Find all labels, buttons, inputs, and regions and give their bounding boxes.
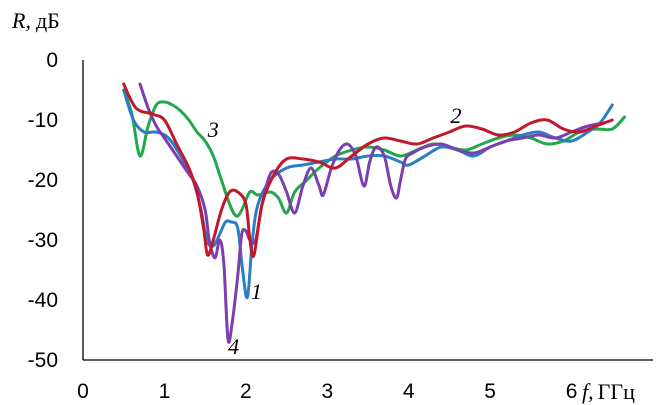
curve-label-1: 1	[251, 279, 262, 304]
x-axis-variable: f,	[582, 379, 594, 404]
y-tick-label: -50	[28, 349, 58, 372]
x-axis-title: f, ГГц	[582, 379, 635, 404]
series-line-4	[138, 82, 606, 344]
y-tick-label: -10	[28, 109, 58, 132]
curve-labels: 1 2 3 4	[207, 103, 462, 359]
x-tick-label: 1	[159, 380, 171, 403]
x-tick-label: 2	[240, 380, 252, 403]
curve-label-4: 4	[228, 334, 239, 359]
y-tick-label: -40	[28, 289, 58, 312]
y-axis-title: R, дБ	[11, 8, 60, 33]
y-axis-variable: R,	[11, 8, 31, 33]
y-tick-label: -30	[28, 229, 58, 252]
x-tick-label: 6	[566, 380, 578, 403]
y-tick-label: -20	[28, 169, 58, 192]
axes	[82, 60, 653, 361]
x-tick-label: 4	[403, 380, 415, 403]
curve-label-2: 2	[450, 103, 461, 128]
curve-label-3: 3	[207, 117, 219, 142]
y-tick-labels: 0 -10 -20 -30 -40 -50	[28, 49, 58, 372]
series-line-2	[122, 82, 614, 258]
x-tick-label: 5	[484, 380, 496, 403]
y-axis-unit: дБ	[36, 8, 60, 33]
x-tick-label: 0	[77, 380, 89, 403]
x-axis-unit: ГГц	[598, 379, 635, 404]
series-line-3	[122, 88, 626, 218]
series-layer	[122, 82, 626, 344]
x-tick-labels: 0 1 2 3 4 5 6	[77, 380, 577, 403]
x-tick-label: 3	[321, 380, 333, 403]
y-tick-label: 0	[46, 49, 58, 72]
